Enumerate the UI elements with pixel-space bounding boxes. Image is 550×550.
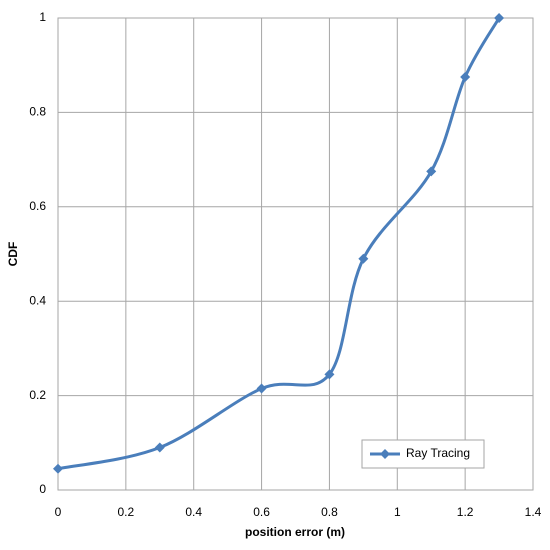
y-tick-label: 1 <box>39 10 46 24</box>
legend-label: Ray Tracing <box>406 446 470 460</box>
x-tick-label: 0.4 <box>185 505 202 519</box>
y-tick-label: 0 <box>39 482 46 496</box>
y-tick-label: 0.4 <box>29 293 46 307</box>
x-tick-label: 1.2 <box>457 505 474 519</box>
x-tick-label: 0 <box>55 505 62 519</box>
x-tick-label: 1.4 <box>525 505 542 519</box>
data-point <box>426 166 437 177</box>
x-tick-label: 0.2 <box>118 505 135 519</box>
y-tick-label: 0.6 <box>29 199 46 213</box>
data-point <box>256 383 267 394</box>
data-point <box>358 253 369 264</box>
data-point <box>154 442 165 453</box>
data-point <box>324 369 335 380</box>
y-tick-label: 0.8 <box>29 105 46 119</box>
series-line <box>57 17 501 471</box>
data-point <box>460 72 471 82</box>
legend-marker <box>380 449 390 459</box>
y-tick-label: 0.2 <box>29 388 46 402</box>
data-point <box>494 13 505 23</box>
x-axis-title: position error (m) <box>245 525 345 539</box>
y-axis-title: CDF <box>6 242 20 267</box>
x-tick-label: 1 <box>394 505 401 519</box>
x-tick-label: 0.8 <box>321 505 338 519</box>
x-tick-label: 0.6 <box>253 505 270 519</box>
plot-area <box>57 17 534 491</box>
data-point <box>53 463 63 474</box>
